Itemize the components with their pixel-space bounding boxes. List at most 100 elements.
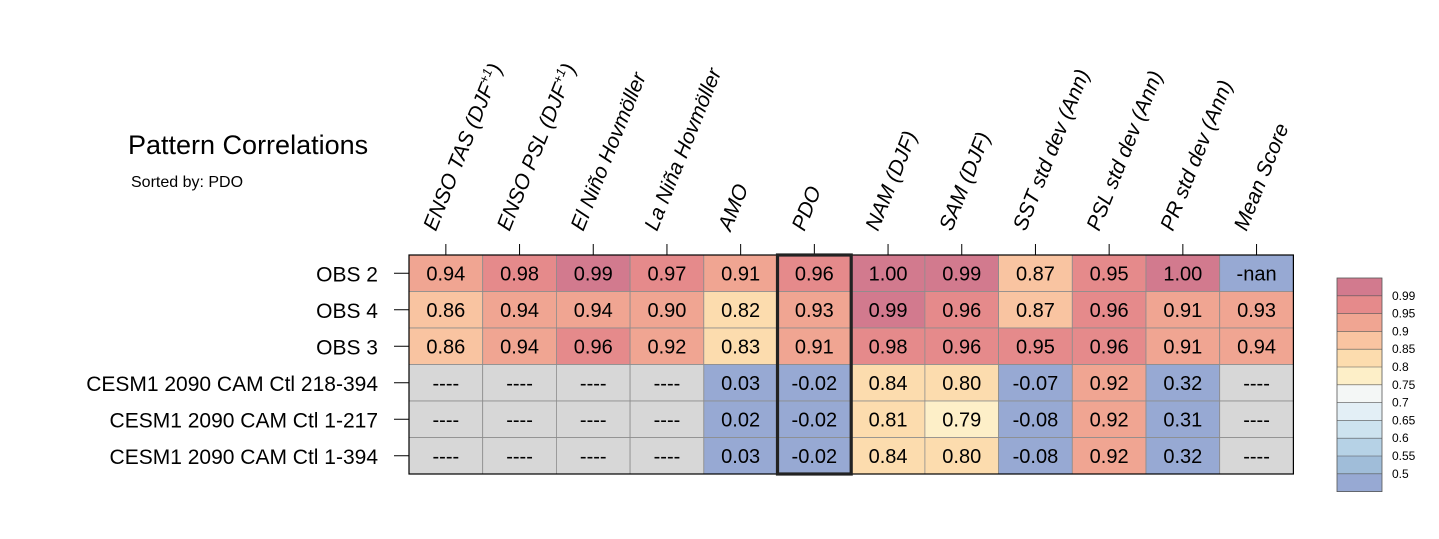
heatmap-cells: 0.94 0.98 0.99 0.97 0.91 0.96 1.00 0.99 0.87 0.95…: [408, 253, 1295, 476]
heatmap-cell: [777, 291, 852, 329]
heatmap-cell: [924, 291, 1000, 329]
heatmap-cell: [1145, 327, 1221, 365]
cell-value: 0.92: [647, 336, 686, 358]
heatmap-cell: [1071, 254, 1147, 292]
heatmap-cell: [1219, 254, 1294, 292]
heatmap-cell: [850, 437, 926, 475]
cell-value: 1.00: [1163, 263, 1202, 285]
highlight-column-box: [775, 253, 853, 476]
cell-value: 0.95: [1016, 336, 1055, 358]
cell-value: 0.32: [1163, 373, 1202, 395]
cell-value: ----: [654, 446, 681, 468]
heatmap-cell: [556, 400, 631, 438]
column-headers: ENSO TAS (DJF+1)ENSO PSL (DJF+1)El Niño …: [417, 60, 1294, 255]
heatmap-cell: [1219, 400, 1294, 438]
cell-value: 0.99: [869, 300, 908, 322]
cell-value: ----: [506, 373, 533, 395]
cell-value: 0.87: [1016, 300, 1055, 322]
heatmap-cell: [998, 400, 1073, 438]
cell-value: ----: [1243, 373, 1270, 395]
cell-value: 0.83: [721, 336, 760, 358]
column-header: PDO: [788, 183, 826, 234]
cell-value: ----: [654, 409, 681, 431]
legend-tick-label: 0.85: [1392, 342, 1416, 356]
cell-value: 0.86: [426, 300, 465, 322]
heatmap-cell: [1145, 254, 1221, 292]
cell-value: -0.08: [1013, 409, 1059, 431]
cell-value: 0.92: [1090, 373, 1129, 395]
legend-swatch: [1337, 384, 1382, 403]
cell-value: 0.96: [795, 263, 834, 285]
heatmap-cell: [998, 437, 1073, 475]
cell-value: 0.96: [574, 336, 613, 358]
cell-value: ----: [1243, 409, 1270, 431]
heatmap-cell: [1071, 400, 1147, 438]
cell-value: 0.98: [500, 263, 539, 285]
column-header: SAM (DJF): [935, 129, 995, 234]
heatmap-cell: [1071, 291, 1147, 329]
column-header: NAM (DJF): [861, 128, 922, 234]
row-label: OBS 2: [316, 263, 378, 286]
cell-value: 0.94: [574, 300, 613, 322]
cell-value: -0.02: [792, 446, 838, 468]
heatmap-cell: [850, 400, 926, 438]
legend-swatch: [1337, 402, 1382, 421]
row-label: CESM1 2090 CAM Ctl 218-394: [86, 373, 378, 396]
heatmap-cell: [408, 254, 484, 292]
cell-value: 0.02: [721, 409, 760, 431]
legend-tick-label: 0.7: [1392, 396, 1409, 410]
legend-tick-label: 0.6: [1392, 431, 1409, 445]
legend-swatch: [1337, 349, 1382, 367]
row-label: OBS 4: [316, 300, 378, 323]
heatmap-cell: [629, 364, 705, 402]
cell-value: 1.00: [869, 263, 908, 285]
heatmap-cell: [703, 437, 778, 475]
cell-value: -0.02: [792, 409, 838, 431]
cell-value: ----: [654, 373, 681, 395]
heatmap-cell: [703, 400, 778, 438]
cell-value: -0.08: [1013, 446, 1059, 468]
color-legend: 0.99 0.95 0.9 0.85 0.8 0.75 0.7 0.65 0.6 0.55 0.5: [1336, 277, 1416, 493]
cell-value: 0.97: [647, 263, 686, 285]
cell-value: 0.94: [426, 263, 465, 285]
cell-value: 0.80: [942, 446, 981, 468]
cell-value: 0.96: [942, 300, 981, 322]
heatmap-cell: [1219, 327, 1294, 365]
heatmap-cell: [629, 437, 705, 475]
legend-tick-label: 0.9: [1392, 324, 1409, 338]
cell-value: 0.84: [869, 446, 908, 468]
legend-tick-label: 0.55: [1392, 449, 1416, 463]
cell-value: 0.92: [1090, 409, 1129, 431]
legend-tick-label: 0.99: [1392, 289, 1416, 303]
heatmap-cell: [777, 437, 852, 475]
heatmap-cell: [1071, 437, 1147, 475]
cell-value: 0.94: [1237, 336, 1276, 358]
column-header: La Niña Hovmöller: [640, 64, 726, 234]
cell-value: 0.95: [1090, 263, 1129, 285]
heatmap-cell: [1219, 364, 1294, 402]
heatmap-cell: [1071, 364, 1147, 402]
legend-swatch: [1337, 295, 1382, 314]
column-header: SST std dev (Ann): [1009, 66, 1095, 234]
legend-swatch: [1337, 313, 1382, 332]
heatmap-cell: [998, 327, 1073, 365]
legend-swatch: [1337, 456, 1382, 474]
cell-value: 0.99: [942, 263, 981, 285]
cell-value: 0.96: [1090, 336, 1129, 358]
cell-value: ----: [580, 409, 607, 431]
heatmap-cell: [924, 437, 1000, 475]
heatmap-cell: [703, 364, 778, 402]
cell-value: 0.90: [647, 300, 686, 322]
cell-value: 0.94: [500, 300, 539, 322]
column-header: El Niño Hovmöller: [567, 69, 652, 234]
legend-tick-label: 0.5: [1392, 467, 1409, 481]
row-labels: OBS 2 OBS 4 OBS 3 CESM1 2090 CAM Ctl 218-39…: [86, 263, 409, 469]
heatmap-cell: [556, 437, 631, 475]
heatmap-cell: [924, 327, 1000, 365]
legend-tick-label: 0.75: [1392, 378, 1416, 392]
cell-value: 0.91: [1163, 336, 1202, 358]
heatmap-cell: [850, 254, 926, 292]
cell-value: 0.99: [574, 263, 613, 285]
legend-swatch: [1337, 367, 1382, 385]
